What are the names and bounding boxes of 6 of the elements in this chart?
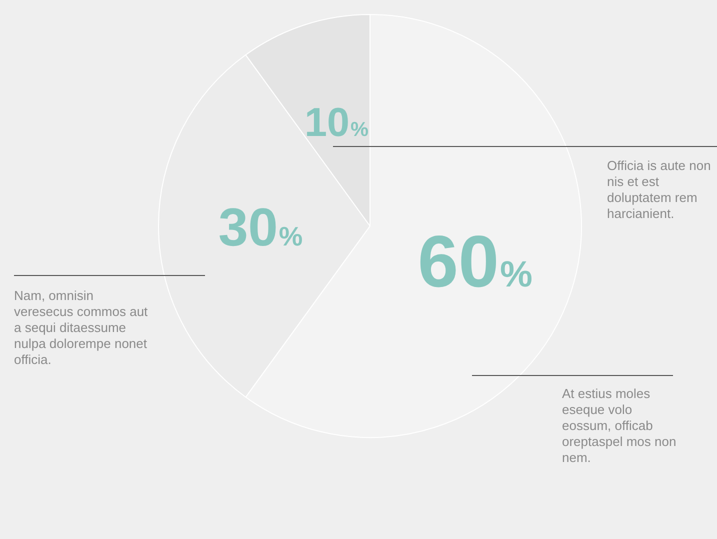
- data-label: 10%: [304, 98, 369, 145]
- text: Officia is aute non nis et est doluptatem rem harcianient.: [607, 158, 712, 222]
- text: At estius moles eseque volo eossum, officab oreptaspel mos non nem.: [562, 386, 678, 466]
- text: Nam, omnisin veresecus commos aut a sequi ditaessume nulpa dolorempe nonet officia.: [14, 288, 149, 368]
- data-label: 30%: [218, 198, 303, 258]
- data-label: 60%: [418, 221, 532, 302]
